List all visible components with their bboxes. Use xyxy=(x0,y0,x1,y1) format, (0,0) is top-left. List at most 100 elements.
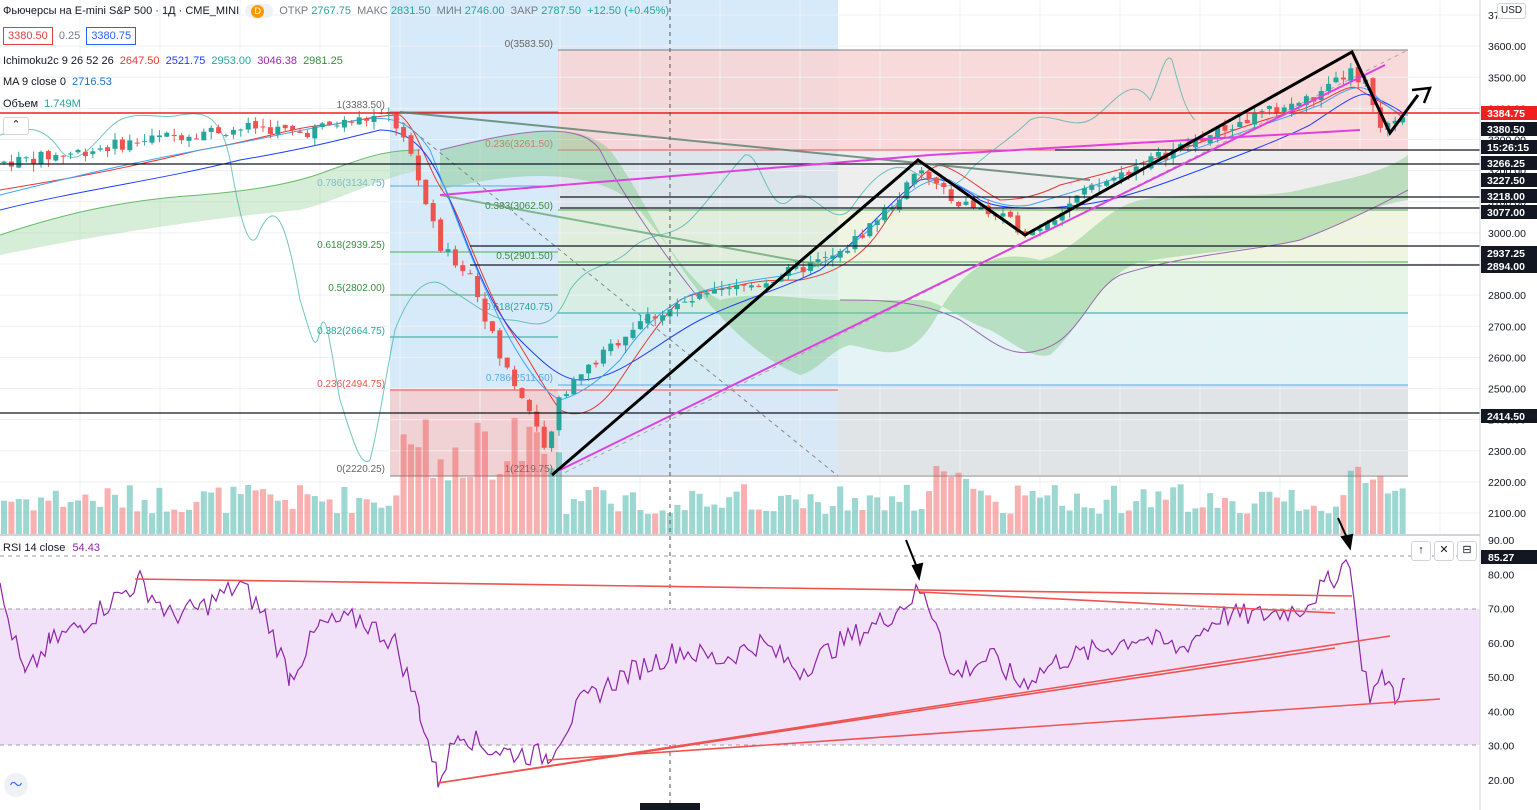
candle-body xyxy=(837,250,843,258)
volume-bar xyxy=(881,510,888,534)
indicator-value: 2521.75 xyxy=(165,55,206,67)
maximize-pane-button[interactable]: ⊟ xyxy=(1457,541,1477,561)
volume-bar xyxy=(911,510,918,534)
volume-bar xyxy=(1296,510,1302,534)
volume-bar xyxy=(822,513,829,534)
indicator-value: 2981.25 xyxy=(303,55,343,67)
currency-button[interactable]: USD xyxy=(1497,3,1527,19)
rsi-legend[interactable]: RSI 14 close 54.43 xyxy=(3,542,100,554)
volume-bar xyxy=(1310,505,1317,534)
price-axis[interactable]: 3700.003600.003500.003400.003300.003200.… xyxy=(1479,0,1537,810)
candle-body xyxy=(1059,212,1065,221)
low-label: МИН xyxy=(436,5,462,17)
trend-lines[interactable] xyxy=(399,64,1386,471)
price-tick-label: 2200.00 xyxy=(1488,477,1526,489)
tradingview-logo-icon[interactable]: 〜 xyxy=(4,773,28,797)
fib-trend-dashed-left xyxy=(389,111,839,477)
candle-body xyxy=(127,140,133,151)
pattern-zigzag[interactable] xyxy=(551,49,1420,477)
candle-body xyxy=(238,129,244,131)
candle-body xyxy=(297,131,303,133)
price-label-bg xyxy=(1481,409,1537,423)
volume-bar xyxy=(1007,513,1014,534)
candle-body xyxy=(142,140,148,142)
candle-body xyxy=(519,388,525,399)
rsi-tick-label: 30.00 xyxy=(1488,741,1514,753)
volume-bar xyxy=(778,495,784,534)
candle-body xyxy=(504,357,510,368)
volume-bar xyxy=(852,497,858,534)
candle-body xyxy=(38,151,44,165)
candle-body xyxy=(926,171,932,179)
sell-button[interactable]: 3380.50 xyxy=(3,27,53,45)
volume-bar xyxy=(1088,508,1095,534)
candle-body xyxy=(304,132,310,138)
rsi-last-label: 85.27 xyxy=(1488,552,1514,564)
close-pane-button[interactable]: ✕ xyxy=(1434,541,1454,561)
candle-body xyxy=(156,135,162,138)
volume-bar xyxy=(859,509,866,534)
candle-body xyxy=(401,127,407,138)
candle-body xyxy=(704,292,710,295)
volume-bar xyxy=(837,486,844,534)
maximize-icon: ⊟ xyxy=(1462,544,1472,556)
candle-body xyxy=(16,156,22,168)
price-tick-label: 2800.00 xyxy=(1488,290,1526,302)
candle-body xyxy=(1104,181,1110,186)
volume-bar xyxy=(430,477,437,534)
price-tick-label: 3600.00 xyxy=(1488,41,1526,53)
candle-body xyxy=(608,343,614,352)
volume-bar xyxy=(903,484,910,534)
volume-bar xyxy=(600,490,607,534)
candle-body xyxy=(356,117,362,125)
change-value: +12.50 (+0.45%) xyxy=(587,5,670,17)
symbol-row[interactable]: Фьючерсы на E-mini S&P 500 · 1Д · CME_MI… xyxy=(3,4,672,18)
volume-bar xyxy=(363,499,370,534)
volume-bar xyxy=(674,504,681,534)
price-label-bg xyxy=(1481,189,1537,203)
volume-bar xyxy=(652,513,659,534)
volume-bar xyxy=(1000,512,1006,534)
ichimoku-legend[interactable]: Ichimoku2c 9 26 52 26 2647.50 2521.75 29… xyxy=(3,54,346,68)
volume-legend[interactable]: Объем 1.749M xyxy=(3,97,84,111)
rsi-pane[interactable] xyxy=(0,517,1480,788)
volume-bar xyxy=(570,499,577,534)
volume-bar xyxy=(1273,497,1280,534)
arrow-up-icon: ↑ xyxy=(1418,544,1424,556)
spread-value: 0.25 xyxy=(58,30,81,42)
symbol-title[interactable]: Фьючерсы на E-mini S&P 500 · 1Д · CME_MI… xyxy=(3,5,240,17)
price-label: 3266.25 xyxy=(1487,158,1525,170)
fib-extension-right[interactable] xyxy=(558,50,1408,475)
volume-bar xyxy=(504,461,511,534)
price-label: 2894.00 xyxy=(1487,261,1525,273)
volume-bar xyxy=(1399,488,1406,534)
candle-body xyxy=(119,139,125,150)
move-pane-up-button[interactable]: ↑ xyxy=(1411,541,1431,561)
ma-legend[interactable]: MA 9 close 0 2716.53 xyxy=(3,75,115,89)
horizontal-levels[interactable] xyxy=(0,112,1480,414)
buy-button[interactable]: 3380.75 xyxy=(86,27,137,45)
candle-body xyxy=(1377,107,1383,128)
candle-body xyxy=(623,336,629,346)
volume-bar xyxy=(755,509,762,534)
volume-bar xyxy=(1259,491,1265,534)
volume-bar xyxy=(1029,490,1036,534)
collapse-legend-button[interactable]: ⌃ xyxy=(3,117,29,135)
volume-bar xyxy=(519,460,525,534)
candle-body xyxy=(800,267,806,273)
candle-body xyxy=(134,142,140,144)
volume-bar xyxy=(422,419,429,534)
rsi-tick-label: 40.00 xyxy=(1488,706,1514,718)
candle-body xyxy=(90,151,96,154)
volume-bar xyxy=(770,511,777,534)
candle-body xyxy=(260,126,266,128)
fib-label: 0.618(2939.25) xyxy=(317,240,385,251)
candle-body xyxy=(1044,223,1050,230)
price-label: 3218.00 xyxy=(1487,191,1525,203)
volume-bar xyxy=(163,511,170,534)
volume-bar xyxy=(23,499,30,534)
volume-bar xyxy=(297,485,303,534)
volume-bar xyxy=(681,510,688,534)
candle-body xyxy=(1096,185,1102,187)
